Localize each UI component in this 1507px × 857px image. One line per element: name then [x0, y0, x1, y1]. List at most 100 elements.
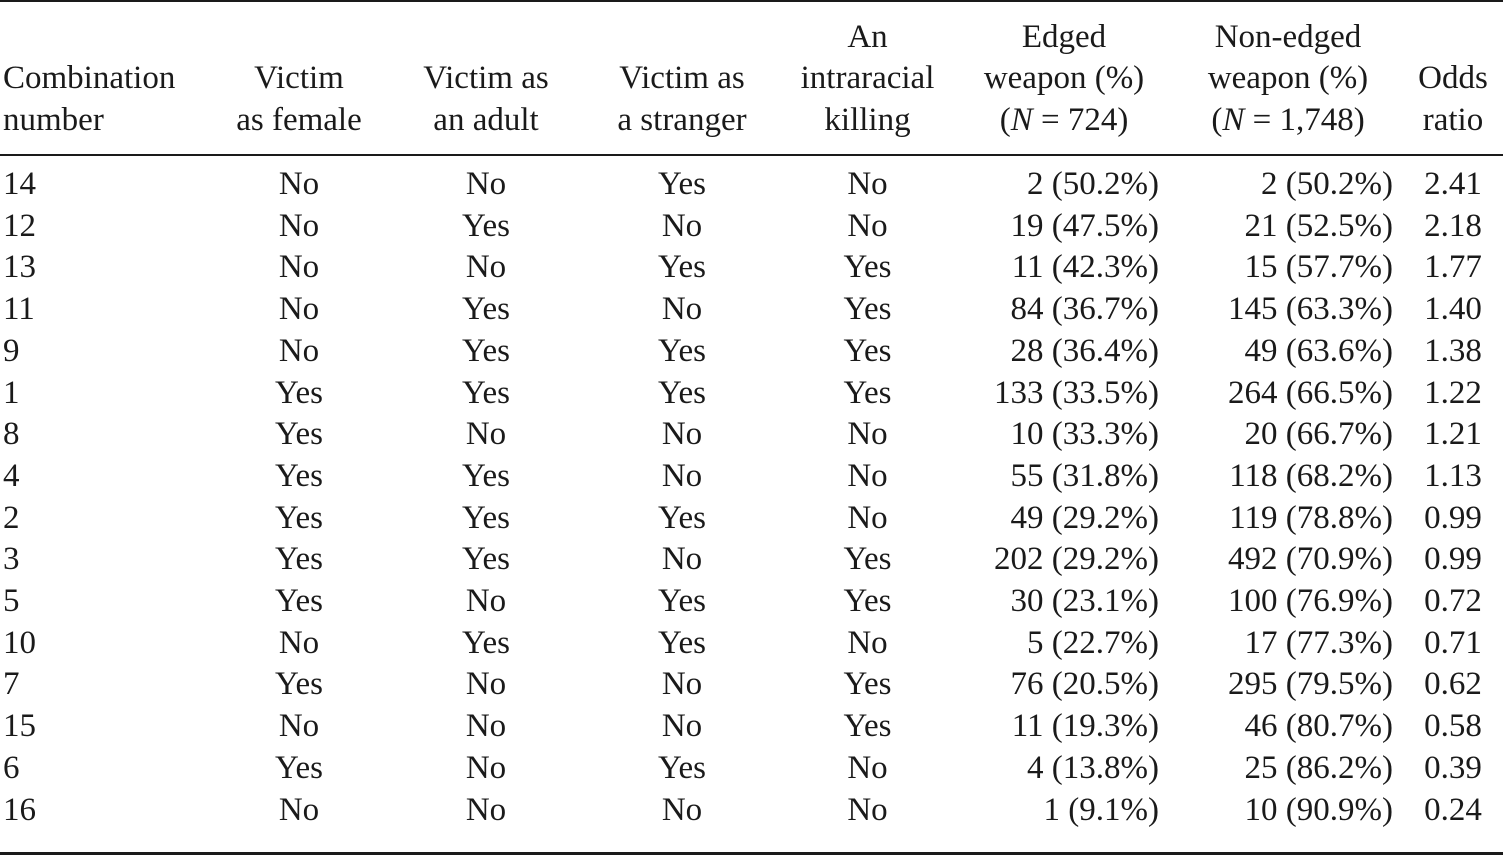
cell-victim-female: Yes	[274, 583, 324, 620]
cell-edged-weapon: 2 (50.2%)	[1027, 166, 1159, 202]
cell-edged-weapon: 202 (29.2%)	[994, 541, 1159, 578]
cell-victim-stranger: Yes	[657, 332, 707, 369]
cell-odds-ratio: 2.41	[1424, 166, 1482, 202]
cell-victim-adult: Yes	[461, 207, 511, 244]
cell-victim-stranger: Yes	[657, 499, 707, 536]
cell-odds-ratio: 1.77	[1424, 249, 1482, 286]
table-row: 16 No No No No 1 (9.1%) 10 (90.9%) 0.24	[0, 790, 1503, 832]
table-row: 15 No No No Yes 11 (19.3%) 46 (80.7%) 0.58	[0, 706, 1503, 748]
cell-victim-adult: Yes	[461, 541, 511, 578]
cell-non-edged-weapon: 46 (80.7%)	[1244, 708, 1393, 745]
sample-size-symbol: N	[1222, 101, 1245, 138]
header-text-line: number	[3, 101, 104, 138]
cell-odds-ratio: 2.18	[1424, 207, 1482, 244]
table-header-row: Combination number Victim as female Vict…	[0, 13, 1503, 154]
cell-non-edged-weapon: 100 (76.9%)	[1228, 583, 1393, 620]
cell-victim-stranger: No	[661, 291, 703, 328]
cell-victim-adult: No	[465, 249, 507, 286]
cell-intraracial-killing: Yes	[843, 291, 892, 328]
table-top-rule	[0, 0, 1503, 2]
header-victim-as-adult: Victim as an adult	[388, 13, 584, 154]
cell-combination-number: 16	[3, 791, 36, 828]
cell-victim-female: No	[278, 166, 320, 202]
cell-edged-weapon: 49 (29.2%)	[1010, 499, 1159, 536]
cell-victim-female: Yes	[274, 457, 324, 494]
cell-intraracial-killing: No	[847, 791, 888, 828]
cell-non-edged-weapon: 492 (70.9%)	[1228, 541, 1393, 578]
cell-victim-adult: No	[465, 791, 507, 828]
header-text-line: killing	[824, 101, 911, 138]
cell-intraracial-killing: No	[847, 416, 888, 453]
cell-non-edged-weapon: 2 (50.2%)	[1261, 166, 1393, 202]
cell-victim-female: Yes	[274, 374, 324, 411]
cell-non-edged-weapon: 15 (57.7%)	[1244, 249, 1393, 286]
cell-combination-number: 10	[3, 624, 36, 661]
cell-edged-weapon: 19 (47.5%)	[1010, 207, 1159, 244]
header-non-edged-weapon: Non-edged weapon (%) (N = 1,748)	[1173, 13, 1403, 154]
table-row: 12 No Yes No No 19 (47.5%) 21 (52.5%) 2.18	[0, 206, 1503, 248]
header-edged-weapon: Edged weapon (%) (N = 724)	[955, 13, 1173, 154]
cell-combination-number: 11	[3, 291, 35, 328]
cell-victim-stranger: No	[661, 791, 703, 828]
cell-edged-weapon: 11 (19.3%)	[1011, 708, 1159, 745]
cell-victim-adult: Yes	[461, 332, 511, 369]
cell-combination-number: 7	[3, 666, 20, 703]
table-row: 14 No No Yes No 2 (50.2%) 2 (50.2%) 2.41	[0, 154, 1503, 206]
table-row: 4 Yes Yes No No 55 (31.8%) 118 (68.2%) 1.13	[0, 456, 1503, 498]
header-text-line: Edged	[1021, 18, 1107, 55]
cell-victim-adult: No	[465, 166, 507, 202]
cell-odds-ratio: 0.99	[1424, 541, 1482, 578]
sample-size-value: = 1,748)	[1244, 101, 1365, 138]
cell-edged-weapon: 30 (23.1%)	[1010, 583, 1159, 620]
cell-intraracial-killing: Yes	[843, 666, 892, 703]
cell-intraracial-killing: No	[847, 749, 888, 786]
cell-victim-adult: Yes	[461, 624, 511, 661]
cell-edged-weapon: 11 (42.3%)	[1011, 249, 1159, 286]
cell-intraracial-killing: Yes	[843, 374, 892, 411]
cell-victim-stranger: Yes	[657, 624, 707, 661]
cell-non-edged-weapon: 17 (77.3%)	[1244, 624, 1393, 661]
cell-intraracial-killing: No	[847, 207, 888, 244]
cell-victim-female: Yes	[274, 416, 324, 453]
table-row: 8 Yes No No No 10 (33.3%) 20 (66.7%) 1.21	[0, 414, 1503, 456]
cell-victim-stranger: No	[661, 416, 703, 453]
table-row: 9 No Yes Yes Yes 28 (36.4%) 49 (63.6%) 1.38	[0, 331, 1503, 373]
cell-victim-female: No	[278, 207, 320, 244]
header-sample-size: (N = 724)	[999, 101, 1129, 138]
cell-victim-adult: Yes	[461, 374, 511, 411]
cell-victim-adult: No	[465, 749, 507, 786]
cell-victim-female: No	[278, 291, 320, 328]
header-sample-size: (N = 1,748)	[1211, 101, 1365, 138]
cell-non-edged-weapon: 295 (79.5%)	[1228, 666, 1393, 703]
header-text-line: a stranger	[617, 101, 747, 138]
cell-victim-female: Yes	[274, 749, 324, 786]
cell-victim-stranger: Yes	[657, 583, 707, 620]
header-text-line: Non-edged	[1214, 18, 1362, 55]
cell-non-edged-weapon: 21 (52.5%)	[1244, 207, 1393, 244]
cell-odds-ratio: 1.13	[1424, 457, 1482, 494]
cell-edged-weapon: 133 (33.5%)	[994, 374, 1159, 411]
cell-combination-number: 4	[3, 457, 20, 494]
table-header-rule	[0, 154, 1503, 156]
header-odds-ratio: Odds ratio	[1403, 13, 1503, 154]
cell-odds-ratio: 0.39	[1424, 749, 1482, 786]
cell-victim-adult: No	[465, 666, 507, 703]
cell-odds-ratio: 1.22	[1424, 374, 1482, 411]
table-row: 1 Yes Yes Yes Yes 133 (33.5%) 264 (66.5%) 1.22	[0, 373, 1503, 415]
cell-victim-female: No	[278, 624, 320, 661]
cell-combination-number: 1	[3, 374, 20, 411]
cell-non-edged-weapon: 49 (63.6%)	[1244, 332, 1393, 369]
header-text-line: Combination	[3, 60, 176, 96]
header-text-line: ratio	[1422, 101, 1484, 138]
cell-non-edged-weapon: 10 (90.9%)	[1244, 791, 1393, 828]
cell-victim-female: Yes	[274, 541, 324, 578]
cell-victim-stranger: Yes	[657, 166, 707, 202]
cell-intraracial-killing: No	[847, 457, 888, 494]
cell-victim-adult: No	[465, 583, 507, 620]
table-row: 10 No Yes Yes No 5 (22.7%) 17 (77.3%) 0.71	[0, 623, 1503, 665]
cell-intraracial-killing: Yes	[843, 541, 892, 578]
combination-table: Combination number Victim as female Vict…	[0, 13, 1503, 831]
cell-victim-stranger: No	[661, 207, 703, 244]
cell-odds-ratio: 0.99	[1424, 499, 1482, 536]
header-text-line: Victim	[254, 60, 344, 96]
